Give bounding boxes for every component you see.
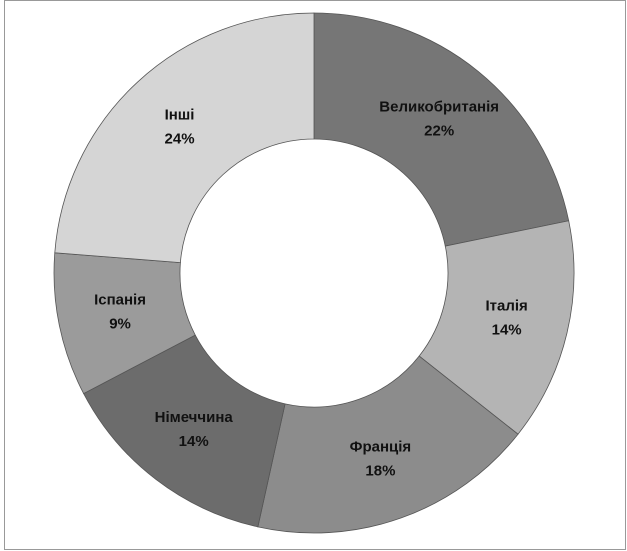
donut-segment (257, 355, 519, 534)
value-label: 24% (165, 131, 195, 148)
segment-label: Італія (485, 298, 527, 315)
segment-label: Великобританія (379, 99, 499, 116)
donut-segment (313, 12, 570, 247)
segment-label: Франція (350, 438, 412, 455)
donut-segment (54, 12, 315, 264)
segment-label: Інші (165, 107, 195, 124)
segment-label: Німеччина (155, 409, 234, 426)
value-label: 22% (424, 123, 454, 140)
value-label: 18% (365, 462, 395, 479)
value-label: 14% (179, 433, 209, 450)
value-label: 9% (109, 316, 131, 333)
value-label: 14% (492, 322, 522, 339)
segment-label: Іспанія (94, 292, 146, 309)
